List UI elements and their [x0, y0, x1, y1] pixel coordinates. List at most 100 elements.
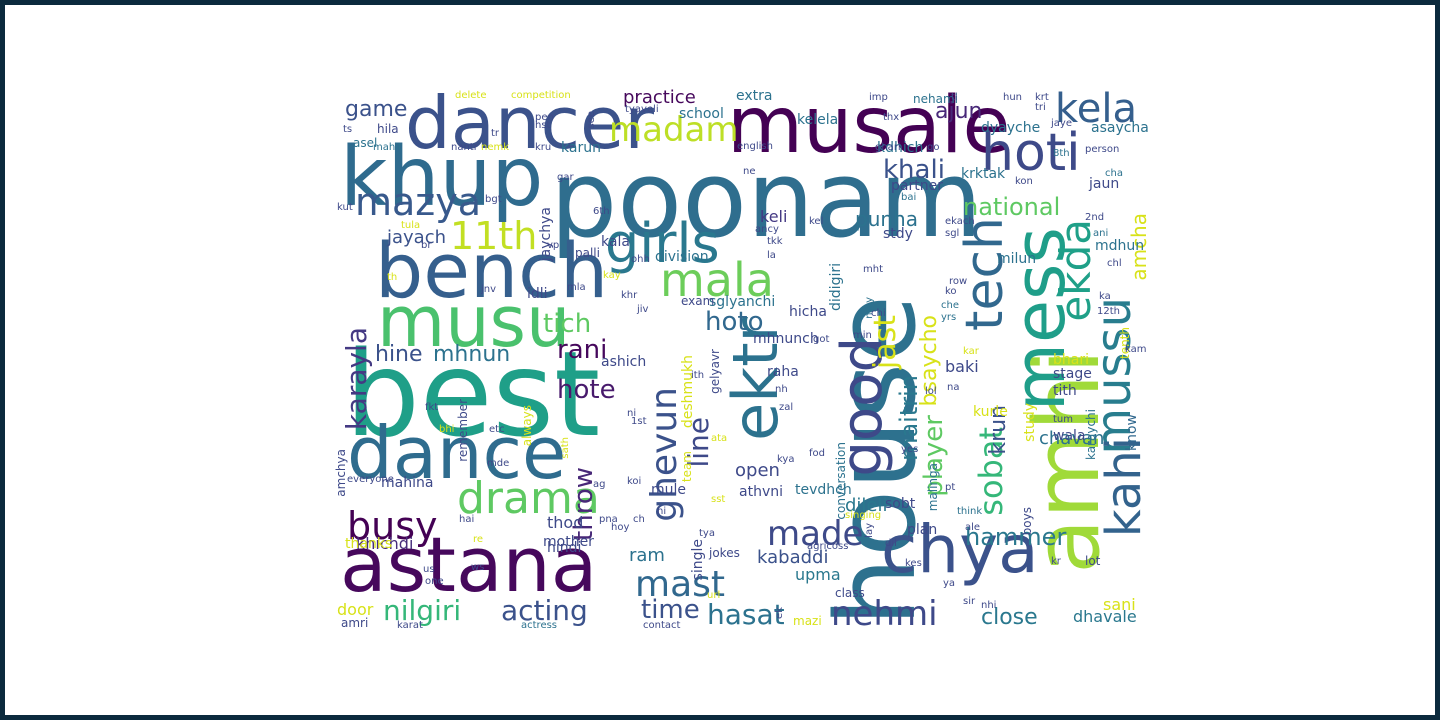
word-kam: kam: [1125, 344, 1147, 355]
word-hila: hila: [377, 122, 399, 136]
word-exam: exam: [681, 294, 715, 308]
word-close: close: [981, 605, 1038, 630]
word-mla: mla: [567, 282, 586, 293]
word-pt: pt: [945, 482, 956, 493]
word-tich: tich: [543, 309, 592, 339]
word-team: team: [680, 451, 694, 483]
word-ith: ith: [691, 370, 705, 381]
word-best: best: [345, 325, 601, 463]
word-kelela: kelela: [797, 112, 839, 128]
word-imp: imp: [869, 92, 888, 103]
word-chl: chl: [1107, 258, 1122, 269]
word-drama: drama: [457, 473, 600, 524]
word-ata: ata: [711, 433, 728, 444]
word-nantr: nantr: [451, 142, 478, 153]
word-ag: ag: [593, 479, 606, 490]
word-tith: tith: [1053, 383, 1077, 399]
word-hoti: hoti: [981, 123, 1081, 183]
word-boys: boys: [1020, 507, 1034, 536]
word-kon: kon: [1015, 176, 1033, 187]
word-nehmi: nehmi: [831, 594, 938, 634]
word-go: go: [927, 142, 940, 153]
word-got: got: [813, 334, 830, 345]
word-row: row: [949, 276, 968, 287]
word-thanks: thanks: [345, 536, 393, 552]
word-url: url: [707, 590, 721, 601]
word-school: school: [679, 106, 724, 122]
word-chi: chi: [871, 308, 886, 319]
word-extra: extra: [736, 88, 773, 104]
word-sst: sst: [711, 494, 726, 505]
word-english: english: [737, 141, 773, 152]
word-kdhich: kdhich: [877, 140, 924, 156]
word-fkt: fkt: [425, 402, 439, 413]
word-hasat: hasat: [707, 598, 785, 631]
word-12th: 12th: [1097, 306, 1120, 317]
word-jaychya: jaychya: [538, 207, 554, 262]
word-1st: 1st: [631, 416, 647, 427]
word-kya: kya: [777, 454, 795, 465]
word-partner: partner: [891, 178, 943, 194]
word-idli: idli: [527, 286, 548, 302]
word-asel: asel: [353, 136, 378, 150]
word-ts: ts: [343, 124, 353, 135]
word-thod: thod: [547, 513, 584, 532]
word-us: us: [423, 564, 435, 575]
word-mahina: mahina: [381, 475, 434, 491]
word-hi: hi: [657, 506, 667, 517]
word-ghari: ghari: [875, 142, 901, 153]
word-ale: ale: [965, 522, 981, 533]
word-sglyanchi: sglyanchi: [709, 294, 776, 310]
word-chya: chya: [881, 511, 1039, 588]
word-sani: sani: [1103, 595, 1136, 614]
word-ws: ws: [471, 562, 485, 573]
word-punha: punha: [855, 207, 918, 231]
word-kurle: kurle: [973, 404, 1008, 420]
word-dileli: dileli: [845, 495, 888, 516]
word-palli: palli: [575, 246, 600, 260]
word-musu: musu: [377, 281, 571, 363]
word-time: time: [641, 595, 700, 625]
word-dil: dil: [885, 538, 897, 549]
word-hammer: hammer: [965, 523, 1067, 551]
word-singing: singing: [845, 510, 882, 521]
word-everyone: everyone: [347, 474, 394, 485]
word-krt: krt: [1035, 92, 1049, 103]
word-jayach: jayach: [387, 227, 447, 248]
word-bgt: bgt: [485, 194, 502, 205]
word-ajun: ajun: [935, 99, 983, 124]
word-nemk: nemk: [481, 142, 510, 153]
word-ohh: ohh: [631, 254, 650, 265]
word-actress: actress: [521, 620, 558, 631]
word-mht: mht: [863, 264, 883, 275]
word-always: always: [520, 405, 534, 447]
word-single: single: [690, 539, 706, 581]
word-vp: vp: [547, 240, 560, 251]
word-rani: rani: [557, 335, 608, 365]
word-hst: hst: [535, 120, 551, 131]
word-see: see: [586, 111, 597, 129]
word-person: person: [1085, 144, 1120, 155]
word-made: made: [767, 514, 864, 554]
word-thx: thx: [883, 112, 900, 123]
word-kabaddi: kabaddi: [757, 547, 829, 568]
word-khr: khr: [621, 290, 638, 301]
word-deshmukh: deshmukh: [680, 355, 696, 429]
word-mast: mast: [635, 564, 725, 605]
word-la: la: [767, 250, 776, 261]
word-ya: ya: [943, 578, 956, 589]
word-baki: baki: [945, 357, 979, 376]
word-keli: keli: [760, 207, 788, 226]
word-pen: pen: [535, 112, 554, 123]
word-tkk: tkk: [767, 236, 783, 247]
word-gar: gar: [557, 172, 574, 183]
word-6th: 6th: [593, 206, 610, 217]
word-sath: sath: [560, 437, 571, 459]
word-gelyavr: gelyavr: [708, 349, 722, 394]
word-dyayche: dyayche: [981, 120, 1041, 136]
word-hai: hai: [459, 514, 475, 525]
word-hun: hun: [1003, 92, 1023, 103]
word-kay: kay: [603, 270, 621, 281]
word-jnv: jnv: [481, 284, 497, 295]
